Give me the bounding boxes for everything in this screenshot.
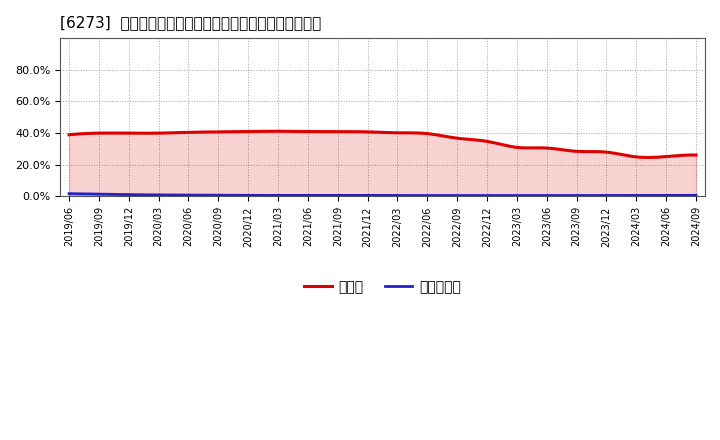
Line: 現預金: 現預金 <box>69 131 696 158</box>
現預金 <box>67 132 76 137</box>
現預金 <box>272 128 281 134</box>
現預金 <box>451 135 459 140</box>
Line: 有利子負債: 有利子負債 <box>69 194 696 195</box>
現預金 <box>438 133 446 139</box>
有利子負債 <box>440 193 449 198</box>
現預金 <box>635 154 644 160</box>
有利子負債 <box>451 193 459 198</box>
有利子負債 <box>692 193 701 198</box>
有利子負債 <box>405 193 413 198</box>
現預金 <box>692 152 701 158</box>
現預金 <box>644 155 652 160</box>
有利子負債 <box>635 193 644 198</box>
現預金 <box>65 132 73 137</box>
Legend: 現預金, 有利子負債: 現預金, 有利子負債 <box>298 275 467 300</box>
現預金 <box>595 149 604 154</box>
有利子負債 <box>595 193 604 198</box>
有利子負債 <box>438 193 446 198</box>
有利子負債 <box>65 191 73 196</box>
Text: [6273]  現預金、有利子負債の総資産に対する比率の推移: [6273] 現預金、有利子負債の総資産に対する比率の推移 <box>60 15 321 30</box>
現預金 <box>440 134 449 139</box>
有利子負債 <box>67 191 76 196</box>
